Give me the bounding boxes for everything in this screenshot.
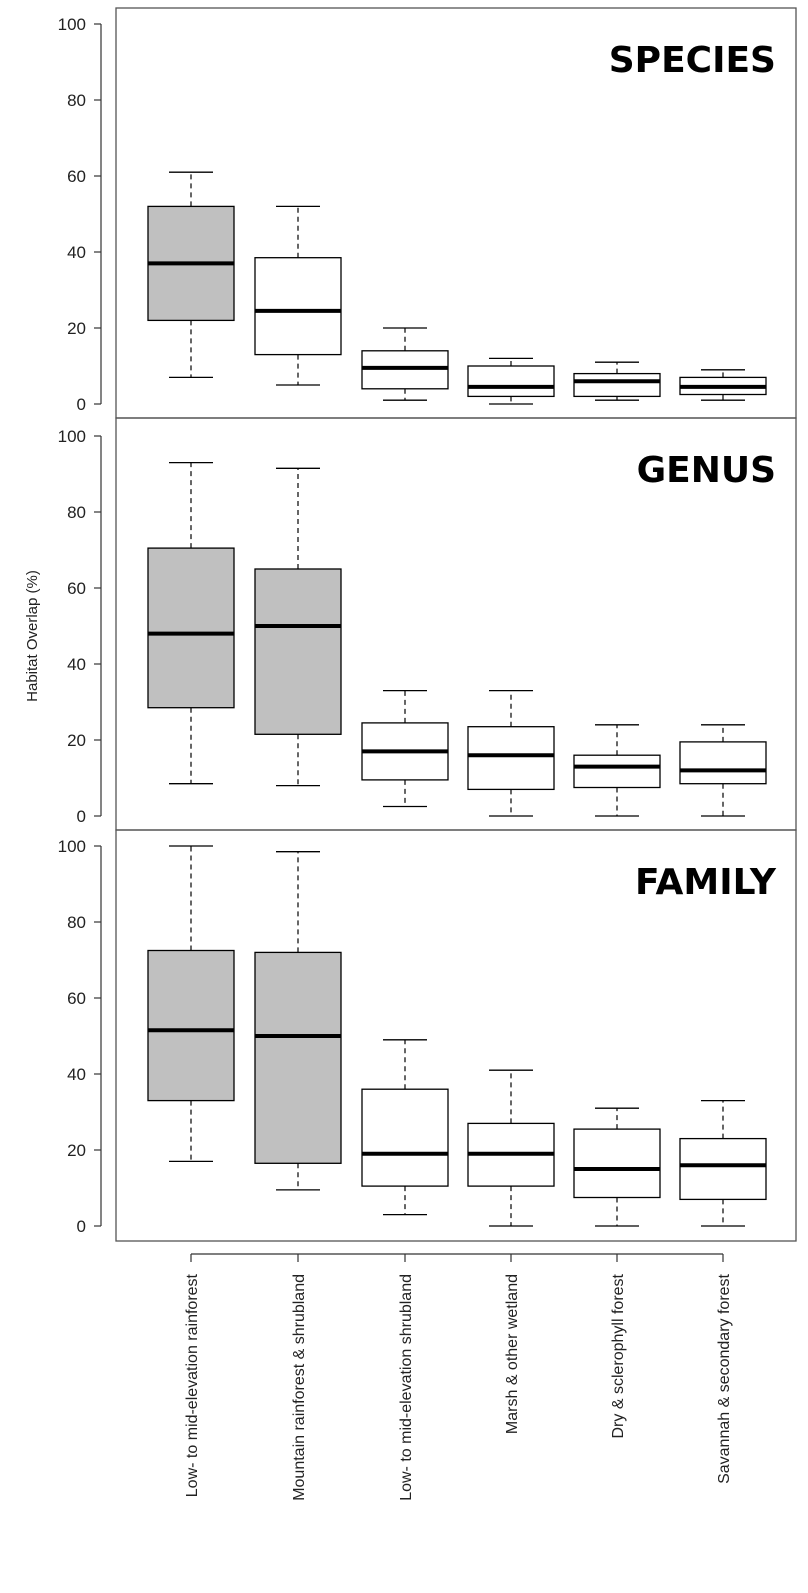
y-tick-label-family-60: 60 [67, 989, 86, 1008]
y-tick-label-species-100: 100 [58, 15, 86, 34]
x-category-label-1: Low- to mid-elevation rainforest [184, 1273, 201, 1497]
panel-title-genus: GENUS [637, 450, 776, 491]
x-category-label-6: Savannah & secondary forest [716, 1273, 733, 1483]
x-category-label-5: Dry & sclerophyll forest [610, 1273, 627, 1438]
y-tick-label-genus-60: 60 [67, 579, 86, 598]
box-family-5 [573, 1128, 661, 1199]
box-genus-6 [679, 741, 767, 785]
box-genus-5 [573, 754, 661, 789]
panel-title-family: FAMILY [635, 862, 777, 903]
y-tick-label-family-40: 40 [67, 1065, 86, 1084]
box-family-2 [254, 951, 342, 1164]
panel-frame-family [115, 829, 797, 1242]
y-tick-label-genus-80: 80 [67, 503, 86, 522]
panel-title-species: SPECIES [609, 40, 776, 81]
y-tick-label-genus-20: 20 [67, 731, 86, 750]
box-genus-2 [254, 568, 342, 735]
box-family-3 [361, 1088, 449, 1187]
y-tick-label-species-80: 80 [67, 91, 86, 110]
y-tick-label-family-20: 20 [67, 1141, 86, 1160]
box-genus-1 [147, 547, 235, 709]
box-species-4 [467, 365, 555, 398]
box-family-1 [147, 949, 235, 1102]
x-category-label-4: Marsh & other wetland [504, 1274, 521, 1434]
y-tick-label-species-60: 60 [67, 167, 86, 186]
y-tick-label-genus-0: 0 [77, 807, 86, 826]
box-genus-4 [467, 726, 555, 791]
y-tick-label-species-40: 40 [67, 243, 86, 262]
y-axis-label: Habitat Overlap (%) [24, 570, 41, 702]
box-family-6 [679, 1137, 767, 1201]
y-tick-label-family-100: 100 [58, 837, 86, 856]
x-category-label-3: Low- to mid-elevation shrubland [398, 1274, 415, 1501]
x-category-label-2: Mountain rainforest & shrubland [291, 1274, 308, 1501]
y-tick-label-species-0: 0 [77, 395, 86, 414]
y-tick-label-genus-100: 100 [58, 427, 86, 446]
box-species-5 [573, 372, 661, 398]
y-tick-label-species-20: 20 [67, 319, 86, 338]
y-tick-label-family-80: 80 [67, 913, 86, 932]
box-species-2 [254, 257, 342, 356]
y-tick-label-genus-40: 40 [67, 655, 86, 674]
y-tick-label-family-0: 0 [77, 1217, 86, 1236]
